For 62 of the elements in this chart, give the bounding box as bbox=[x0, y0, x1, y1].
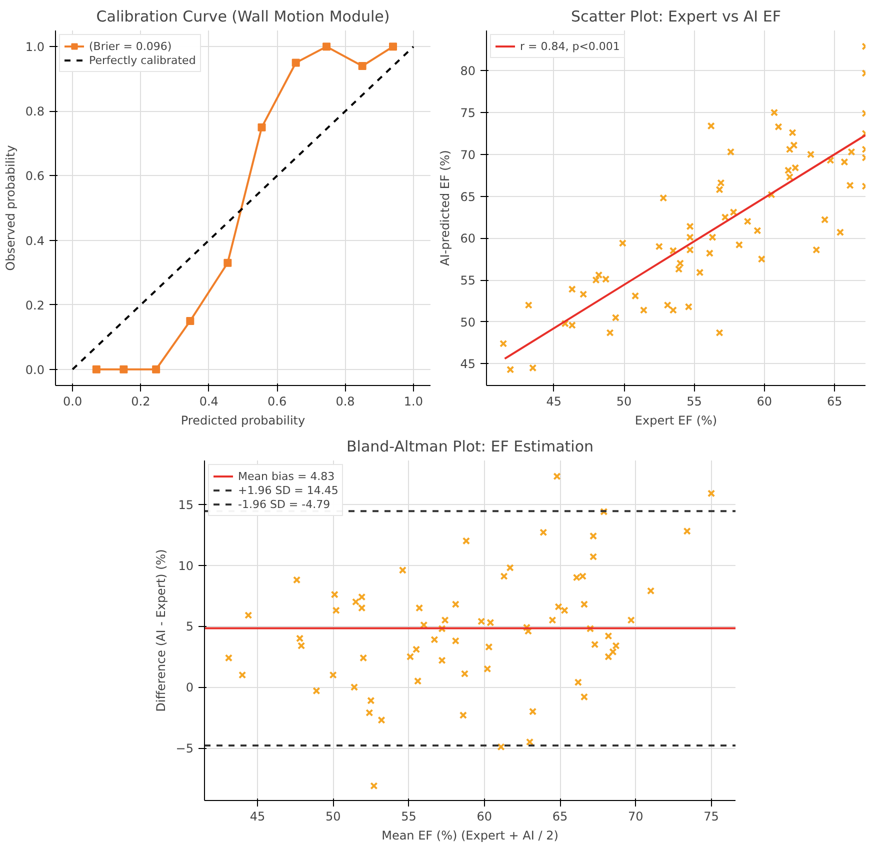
x-tick-label: 50 bbox=[616, 394, 632, 408]
legend-label: Mean bias = 4.83 bbox=[238, 469, 335, 483]
y-tick-label: 0.6 bbox=[25, 169, 45, 184]
x-tick-label: 45 bbox=[546, 394, 562, 408]
x-axis-title: Mean EF (%) (Expert + AI / 2) bbox=[382, 828, 558, 842]
y-tick-label: 0 bbox=[186, 680, 194, 695]
y-tick-label: 0.4 bbox=[25, 234, 45, 248]
point bbox=[120, 365, 128, 374]
legend-label: +1.96 SD = 14.45 bbox=[238, 483, 338, 497]
x-tick-label: 0.0 bbox=[63, 394, 82, 408]
y-tick-label: 10 bbox=[178, 558, 194, 573]
chart-title: Bland-Altman Plot: EF Estimation bbox=[346, 438, 594, 456]
y-tick-label: 1.0 bbox=[25, 40, 45, 54]
y-axis-title: Difference (AI - Expert) (%) bbox=[154, 549, 168, 712]
x-axis-title: Expert EF (%) bbox=[634, 414, 718, 428]
x-tick-label: 60 bbox=[476, 810, 492, 824]
x-tick-label: 60 bbox=[756, 394, 772, 408]
y-tick-label: 5 bbox=[186, 620, 194, 634]
point bbox=[389, 42, 397, 51]
x-tick-label: 0.6 bbox=[268, 394, 287, 408]
x-tick-label: 0.4 bbox=[199, 394, 218, 408]
point bbox=[292, 58, 300, 67]
y-tick-label: 15 bbox=[178, 498, 194, 512]
y-tick-label: 80 bbox=[460, 64, 476, 78]
x-axis-title: Predicted probability bbox=[180, 414, 306, 428]
x-tick-label: 55 bbox=[401, 810, 416, 824]
point bbox=[358, 62, 366, 70]
x-tick-label: 55 bbox=[686, 394, 702, 408]
y-tick-label: 70 bbox=[460, 148, 476, 162]
y-tick-label: 60 bbox=[460, 232, 476, 246]
x-tick-label: 65 bbox=[552, 810, 568, 824]
y-tick-label: 75 bbox=[460, 106, 476, 120]
x-tick-label: 65 bbox=[826, 394, 842, 408]
y-tick-label: 50 bbox=[460, 315, 476, 330]
x-tick-label: 75 bbox=[704, 810, 719, 824]
point bbox=[322, 42, 331, 51]
x-tick-label: 1.0 bbox=[404, 394, 424, 408]
x-tick-label: 50 bbox=[325, 810, 341, 824]
x-tick-label: 0.2 bbox=[131, 394, 150, 408]
y-tick-label: 65 bbox=[460, 190, 476, 204]
y-tick-label: 55 bbox=[460, 274, 476, 288]
point bbox=[186, 316, 194, 325]
y-axis-title: AI-predicted EF (%) bbox=[438, 150, 452, 266]
x-tick-label: 45 bbox=[250, 810, 266, 824]
legend-label: Perfectly calibrated bbox=[89, 53, 196, 67]
y-tick-label: −5 bbox=[176, 742, 194, 756]
legend-label: -1.96 SD = -4.79 bbox=[238, 497, 330, 511]
point bbox=[152, 365, 160, 374]
point bbox=[224, 258, 232, 267]
y-axis-title: Observed probability bbox=[3, 145, 18, 271]
y-tick-label: 0.0 bbox=[25, 362, 45, 377]
y-tick-label: 45 bbox=[460, 357, 476, 372]
y-tick-label: 0.8 bbox=[25, 104, 45, 119]
legend-label: r = 0.84, p<0.001 bbox=[520, 39, 620, 53]
x-tick-label: 0.8 bbox=[336, 394, 355, 408]
chart-title: Calibration Curve (Wall Motion Module) bbox=[96, 8, 390, 26]
chart-title: Scatter Plot: Expert vs AI EF bbox=[571, 8, 781, 26]
point bbox=[258, 123, 266, 132]
x-tick-label: 70 bbox=[628, 810, 644, 824]
y-tick-label: 0.2 bbox=[25, 298, 45, 312]
legend-label: (Brier = 0.096) bbox=[89, 39, 172, 53]
point bbox=[92, 365, 100, 374]
